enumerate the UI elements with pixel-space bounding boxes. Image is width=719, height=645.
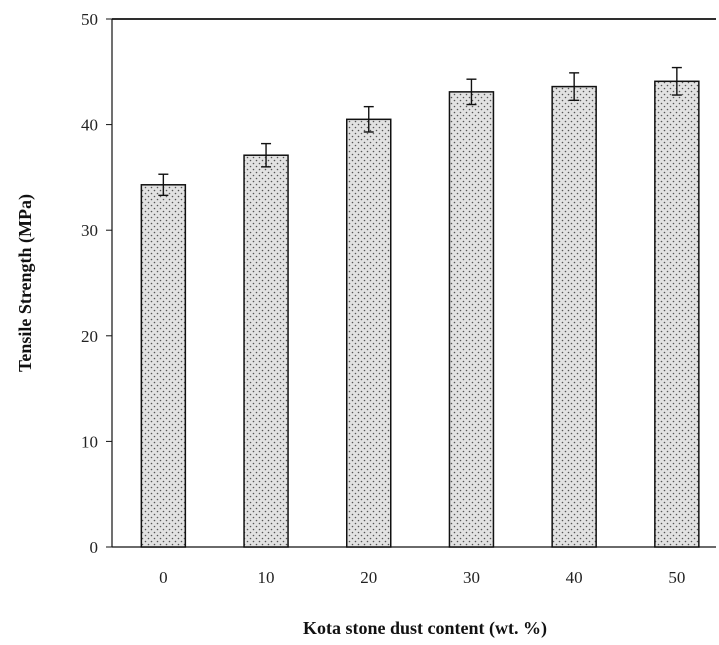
y-tick-label: 0: [90, 538, 99, 557]
bar: [551, 85, 597, 548]
y-tick-label: 40: [81, 116, 98, 135]
bar: [346, 118, 392, 548]
bar: [448, 91, 495, 548]
x-axis-title: Kota stone dust content (wt. %): [303, 618, 547, 639]
x-tick-label: 0: [159, 568, 168, 587]
bar: [140, 184, 187, 548]
error-bars-group: [158, 66, 682, 197]
y-tick-label: 10: [81, 432, 98, 451]
y-tick-label: 20: [81, 327, 98, 346]
x-tick-label: 30: [463, 568, 480, 587]
bars-group: [140, 80, 700, 548]
x-tick-label: 50: [668, 568, 685, 587]
y-tick-label: 30: [81, 221, 98, 240]
x-axis-ticks: 0 10 20 30 40 50: [159, 568, 685, 587]
bar: [243, 154, 289, 548]
y-axis-ticks: 0 10 20 30 40 50: [81, 10, 112, 557]
x-tick-label: 40: [566, 568, 583, 587]
x-tick-label: 10: [258, 568, 275, 587]
y-axis-title: Tensile Strength (MPa): [15, 194, 36, 372]
bar: [654, 80, 700, 548]
x-tick-label: 20: [360, 568, 377, 587]
plot-area: [111, 18, 716, 548]
y-tick-label: 50: [81, 10, 98, 29]
